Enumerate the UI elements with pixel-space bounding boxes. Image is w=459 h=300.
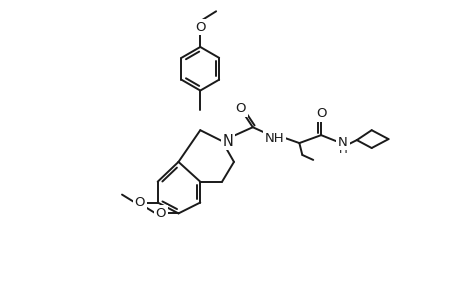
Text: N: N bbox=[337, 136, 347, 148]
Text: O: O bbox=[134, 196, 145, 209]
Text: N: N bbox=[222, 134, 233, 148]
Text: NH: NH bbox=[264, 132, 284, 145]
Text: O: O bbox=[195, 21, 205, 34]
Text: O: O bbox=[315, 107, 326, 120]
Text: O: O bbox=[155, 207, 166, 220]
Text: O: O bbox=[235, 102, 246, 115]
Text: H: H bbox=[338, 142, 347, 155]
